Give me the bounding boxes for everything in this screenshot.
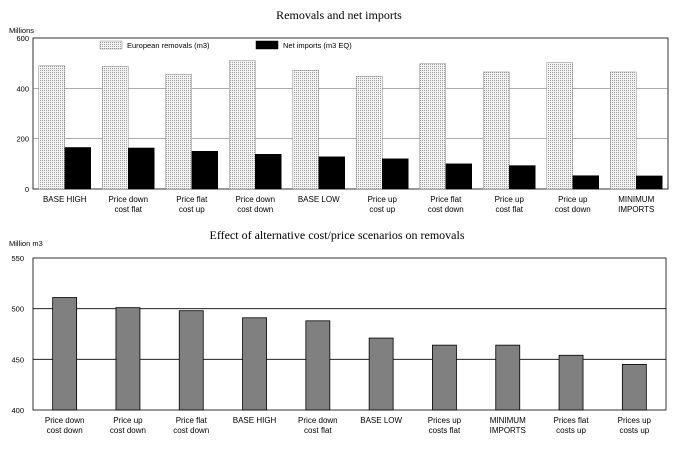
chart1-ylabel: Millions <box>9 26 34 35</box>
chart1-bar-removals <box>292 69 319 190</box>
chart1-bar-imports <box>64 147 91 190</box>
chart2-ytick-label: 550 <box>11 254 24 263</box>
chart1-title: Removals and net imports <box>276 8 402 22</box>
chart1-xtick-label: cost down <box>428 205 464 214</box>
chart1-xtick-label: BASE LOW <box>298 195 340 204</box>
chart1-ytick-label: 200 <box>16 135 29 144</box>
chart1-xtick-label: cost flat <box>495 205 523 214</box>
chart2-bar <box>558 354 584 411</box>
chart1-bar-imports <box>445 163 472 190</box>
chart2-bar <box>621 363 647 411</box>
chart2-ylabel: Million m3 <box>9 239 43 248</box>
chart1-xtick-label: cost flat <box>114 205 142 214</box>
chart1-bar-imports <box>572 175 599 190</box>
chart1-xtick-label: Price flat <box>176 195 208 204</box>
chart1-bar-removals <box>610 71 637 190</box>
chart1-legend-swatch <box>255 40 279 50</box>
chart2-ytick-label: 400 <box>11 406 24 415</box>
chart2-bar <box>305 320 331 411</box>
chart1-xtick-label: cost down <box>237 205 273 214</box>
chart2-title: Effect of alternative cost/price scenari… <box>209 228 464 242</box>
chart1-xtick-label: cost up <box>369 205 395 214</box>
chart1-bar-removals <box>546 62 573 190</box>
chart1-bar-removals <box>38 65 65 190</box>
chart1-xtick-label: Price up <box>368 195 398 204</box>
chart1-xtick-label: BASE HIGH <box>43 195 87 204</box>
chart1-bar-removals <box>419 63 446 190</box>
chart2-xtick-label: costs up <box>619 426 649 435</box>
chart1-bar-imports <box>128 147 155 190</box>
chart2-xtick-label: Prices up <box>618 416 652 425</box>
chart2-xtick-label: costs flat <box>429 426 461 435</box>
chart1-xtick-label: Price up <box>558 195 588 204</box>
chart1-xtick-label: Price up <box>495 195 525 204</box>
chart1-xtick-label: Price flat <box>430 195 462 204</box>
chart1-bar-imports <box>318 156 345 190</box>
chart1-bar-imports <box>255 154 282 190</box>
chart2-xtick-label: Price up <box>113 416 143 425</box>
chart1-legend-label: European removals (m3) <box>127 41 210 50</box>
chart2-bar <box>368 337 394 411</box>
chart2-xtick-label: Price down <box>45 416 85 425</box>
chart1-bar-removals <box>165 74 192 190</box>
chart2-xtick-label: Prices flat <box>553 416 589 425</box>
chart2-xtick-label: MINIMUM <box>490 416 526 425</box>
chart2-ytick-label: 450 <box>11 355 24 364</box>
chart2-bar <box>495 344 521 411</box>
chart2-bar <box>178 310 204 411</box>
chart2-bar <box>115 307 141 411</box>
chart2-xtick-label: cost flat <box>304 426 332 435</box>
chart2-bar <box>242 317 267 411</box>
chart1-bar-imports <box>191 151 218 190</box>
chart1-bar-imports <box>509 165 536 190</box>
chart1-ytick-label: 400 <box>16 84 29 93</box>
chart2-xtick-label: cost down <box>173 426 209 435</box>
chart2-xtick-label: cost down <box>47 426 83 435</box>
chart1-bar-imports <box>636 175 663 190</box>
chart1-bar-removals <box>356 76 383 190</box>
chart2-bar <box>52 297 78 411</box>
chart2-bar <box>432 344 457 411</box>
chart1-bar-removals <box>102 66 129 190</box>
chart1-xtick-label: IMPORTS <box>618 205 654 214</box>
chart2-xtick-label: IMPORTS <box>490 426 526 435</box>
chart1-bar-removals <box>229 60 256 190</box>
chart1-ytick-label: 600 <box>16 34 29 43</box>
chart1-xtick-label: Price down <box>108 195 148 204</box>
chart2-xtick-label: BASE LOW <box>360 416 402 425</box>
chart2-xtick-label: costs up <box>556 426 586 435</box>
chart2-xtick-label: Price down <box>298 416 338 425</box>
chart1-xtick-label: cost down <box>555 205 591 214</box>
chart1-xtick-label: Price down <box>235 195 275 204</box>
chart1-ytick-label: 0 <box>25 185 29 194</box>
chart2-xtick-label: Price flat <box>176 416 208 425</box>
chart1-xtick-label: cost up <box>179 205 205 214</box>
chart2-ytick-label: 500 <box>11 305 24 314</box>
chart2-xtick-label: BASE HIGH <box>233 416 277 425</box>
chart1-xtick-label: MINIMUM <box>618 195 654 204</box>
chart1-bar-removals <box>483 71 510 190</box>
chart1-bar-imports <box>382 158 409 190</box>
chart1-legend-swatch <box>99 40 123 50</box>
chart2-xtick-label: Prices up <box>428 416 462 425</box>
chart2-xtick-label: cost down <box>110 426 146 435</box>
chart1-legend-label: Net imports (m3 EQ) <box>283 41 352 50</box>
